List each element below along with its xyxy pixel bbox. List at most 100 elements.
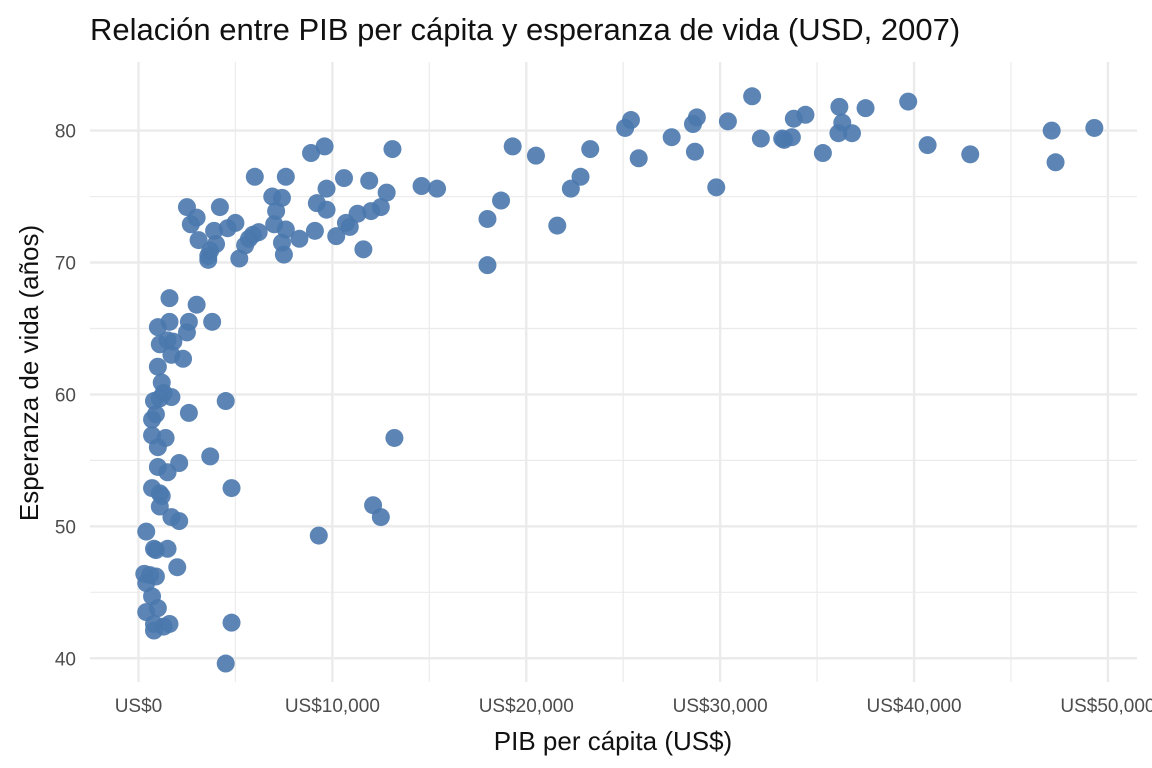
data-points xyxy=(135,87,1104,673)
data-point xyxy=(199,246,218,265)
data-point xyxy=(503,137,522,156)
data-point xyxy=(629,149,648,168)
data-point xyxy=(616,118,635,137)
data-point xyxy=(177,323,196,342)
data-point xyxy=(222,479,241,498)
x-axis-tick-labels: US$0 US$10,000 US$20,000 US$30,000 US$40,000… xyxy=(115,696,1152,717)
data-point xyxy=(168,558,187,577)
data-point xyxy=(164,332,183,351)
data-point xyxy=(548,216,567,235)
data-point xyxy=(148,599,167,618)
data-point xyxy=(201,447,220,466)
data-point xyxy=(428,179,447,198)
x-tick-label: US$30,000 xyxy=(673,696,768,717)
data-point xyxy=(478,256,497,275)
y-tick-label: 40 xyxy=(55,649,76,670)
data-point xyxy=(203,312,222,331)
y-tick-label: 60 xyxy=(55,385,76,406)
data-point xyxy=(327,227,346,246)
data-point xyxy=(210,198,229,217)
data-point xyxy=(561,179,580,198)
data-point xyxy=(360,171,379,190)
data-point xyxy=(1046,153,1065,172)
data-point xyxy=(784,109,803,128)
data-point xyxy=(1085,118,1104,137)
data-point xyxy=(144,621,163,640)
data-point xyxy=(181,215,200,234)
x-tick-label: US$20,000 xyxy=(479,696,574,717)
data-point xyxy=(205,221,224,240)
data-point xyxy=(683,115,702,133)
data-point xyxy=(383,140,402,159)
grid xyxy=(90,62,1137,682)
data-point xyxy=(362,202,381,221)
y-tick-label: 80 xyxy=(55,122,76,143)
x-tick-label: US$0 xyxy=(115,696,163,717)
data-point xyxy=(718,112,737,131)
data-point xyxy=(412,177,431,195)
data-point xyxy=(309,526,328,545)
data-point xyxy=(158,463,177,482)
data-point xyxy=(478,209,497,228)
data-point xyxy=(340,217,359,236)
data-point xyxy=(899,92,918,111)
x-tick-label: US$10,000 xyxy=(285,696,380,717)
data-point xyxy=(150,389,169,408)
data-point xyxy=(137,522,156,541)
data-point xyxy=(179,403,198,422)
data-point xyxy=(216,392,235,411)
data-point xyxy=(334,169,353,188)
y-axis-title: Esperanza de vida (años) xyxy=(14,225,44,521)
data-point xyxy=(918,136,937,155)
data-point xyxy=(354,240,373,259)
y-tick-label: 50 xyxy=(55,517,76,538)
data-point xyxy=(377,183,396,202)
x-axis-title: PIB per cápita (US$) xyxy=(494,726,732,756)
data-point xyxy=(813,144,832,163)
data-point xyxy=(315,137,334,156)
data-point xyxy=(856,99,875,118)
data-point xyxy=(150,497,169,516)
data-point xyxy=(775,130,794,149)
data-point xyxy=(492,191,511,210)
data-point xyxy=(150,335,169,354)
data-point xyxy=(187,295,206,314)
data-point xyxy=(222,613,241,632)
chart-title: Relación entre PIB per cápita y esperanz… xyxy=(90,12,960,47)
data-point xyxy=(751,129,770,148)
data-point xyxy=(371,508,390,527)
data-point xyxy=(317,200,336,219)
data-point xyxy=(174,349,193,368)
data-point xyxy=(143,410,162,429)
data-point xyxy=(160,312,179,331)
data-point xyxy=(317,179,336,198)
data-point xyxy=(829,124,848,143)
data-point xyxy=(160,289,179,308)
y-axis-tick-labels: 40 50 60 70 80 xyxy=(55,122,76,671)
data-point xyxy=(743,87,762,106)
data-point xyxy=(830,97,849,116)
data-point xyxy=(245,167,264,186)
data-point xyxy=(216,654,235,673)
data-point xyxy=(662,128,681,147)
data-point xyxy=(305,221,324,240)
data-point xyxy=(1042,121,1061,140)
data-point xyxy=(385,428,404,447)
data-point xyxy=(961,145,980,164)
data-point xyxy=(170,512,189,531)
data-point xyxy=(526,146,545,165)
data-point xyxy=(230,249,249,268)
data-point xyxy=(148,438,167,457)
x-tick-label: US$50,000 xyxy=(1060,696,1152,717)
data-point xyxy=(290,229,309,248)
data-point xyxy=(685,142,704,161)
data-point xyxy=(148,357,167,376)
data-point xyxy=(276,167,295,186)
data-point xyxy=(302,144,321,163)
x-tick-label: US$40,000 xyxy=(866,696,961,717)
data-point xyxy=(581,140,600,159)
data-point xyxy=(707,178,726,197)
y-tick-label: 70 xyxy=(55,254,76,275)
